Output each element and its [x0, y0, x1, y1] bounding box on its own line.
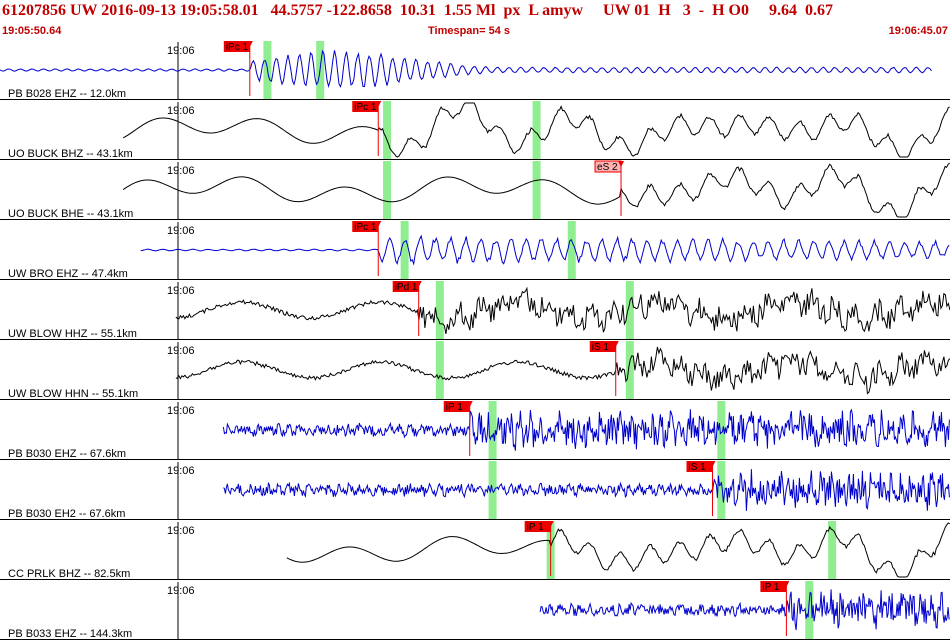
minute-tick-label: 19:06: [167, 585, 195, 597]
waveform-trace: [140, 234, 950, 266]
trace-panel[interactable]: 19:06 iP 1 CC PRLK BHZ -- 82.5km: [0, 521, 950, 580]
station-label: PB B030 EH2 -- 67.6km: [8, 508, 125, 520]
minute-tick-label: 19:06: [167, 285, 195, 297]
timespan-label: Timespan= 54 s: [428, 25, 511, 37]
pick-label: iP 1: [527, 522, 544, 533]
trace-panel[interactable]: 19:06 iPc 1 UW BRO EHZ -- 47.4km: [0, 221, 950, 280]
trace-panel[interactable]: 19:06 iS 1 PB B030 EH2 -- 67.6km: [0, 461, 950, 520]
minute-tick-label: 19:06: [167, 105, 195, 117]
pick-marker-top: [783, 581, 790, 587]
trace-panel[interactable]: 19:06 iPc 1 UO BUCK BHZ -- 43.1km: [0, 101, 950, 160]
analysis-window-band: [532, 101, 541, 159]
pick-flag[interactable]: [352, 221, 379, 232]
pick-marker-top: [375, 101, 382, 107]
analysis-window-band: [435, 341, 444, 399]
analysis-window-band: [717, 461, 726, 519]
station-label: UW BLOW HHZ -- 55.1km: [8, 328, 137, 340]
pick-flag[interactable]: [686, 461, 713, 472]
minute-tick-label: 19:06: [167, 45, 195, 57]
trace-panel[interactable]: 19:06 eS 2 UO BUCK BHE -- 43.1km: [0, 160, 950, 220]
waveform-trace: [0, 49, 932, 89]
pick-flag[interactable]: [589, 341, 616, 352]
pick-marker-top: [709, 461, 716, 467]
analysis-window-band: [717, 401, 726, 459]
station-label: PB B033 EHZ -- 144.3km: [8, 628, 132, 640]
pick-label: eS 2: [597, 162, 618, 173]
pick-label: iP 1: [762, 582, 779, 593]
pick-label: iPc 1: [354, 222, 377, 233]
trace-panel[interactable]: 19:06 iP 1 PB B030 EHZ -- 67.6km: [0, 401, 950, 460]
waveform-trace: [222, 408, 950, 451]
analysis-window-band: [828, 521, 837, 579]
minute-tick-label: 19:06: [167, 345, 195, 357]
analysis-window-band: [488, 401, 497, 459]
analysis-window-band: [625, 281, 634, 339]
waveform-trace: [539, 589, 950, 631]
analysis-window-band: [625, 341, 634, 399]
pick-marker-top: [547, 521, 554, 527]
seismogram-panels[interactable]: 19:06 iPc 1 PB B028 EHZ -- 12.0km 19:06 iPc …: [0, 40, 950, 640]
station-label: PB B028 EHZ -- 12.0km: [8, 88, 126, 100]
pick-label: iP 1: [446, 402, 463, 413]
pick-marker-top: [375, 221, 382, 227]
waveform-trace: [122, 162, 950, 218]
minute-tick-label: 19:06: [167, 225, 195, 237]
waveform-trace: [175, 346, 950, 395]
pick-flag[interactable]: [223, 41, 250, 52]
analysis-window-band: [383, 101, 392, 159]
event-summary: 61207856 UW 2016-09-13 19:05:58.01 44.57…: [2, 2, 833, 19]
pick-label: iS 1: [689, 462, 707, 473]
minute-tick-label: 19:06: [167, 465, 195, 477]
waveform-trace: [122, 102, 950, 158]
minute-tick-label: 19:06: [167, 525, 195, 537]
pick-marker-top: [466, 401, 473, 407]
analysis-window-band: [435, 281, 444, 339]
trace-panel[interactable]: 19:06 iP 1 PB B033 EHZ -- 144.3km: [0, 581, 950, 640]
minute-tick-label: 19:06: [167, 165, 195, 177]
event-header: 61207856 UW 2016-09-13 19:05:58.01 44.57…: [0, 0, 950, 40]
analysis-window-band: [805, 581, 814, 639]
pick-flag[interactable]: [392, 281, 419, 292]
station-label: CC PRLK BHZ -- 82.5km: [8, 568, 130, 580]
station-label: UW BLOW HHN -- 55.1km: [8, 388, 138, 400]
end-time: 19:06:45.07: [888, 25, 948, 37]
pick-flag[interactable]: [443, 401, 470, 412]
pick-marker-top: [612, 341, 619, 347]
start-time: 19:05:50.64: [2, 25, 62, 37]
pick-label: iPd 1: [395, 282, 418, 293]
station-label: UW BRO EHZ -- 47.4km: [8, 268, 128, 280]
trace-panel[interactable]: 19:06 iPc 1 PB B028 EHZ -- 12.0km: [0, 41, 950, 100]
pick-flag[interactable]: [760, 581, 787, 592]
waveform-trace: [286, 522, 950, 578]
pick-marker-top: [415, 281, 422, 287]
pick-flag[interactable]: [524, 521, 551, 532]
waveform-trace: [223, 469, 950, 511]
analysis-window-band: [400, 221, 409, 279]
pick-label: iPc 1: [354, 102, 377, 113]
station-label: PB B030 EHZ -- 67.6km: [8, 448, 126, 460]
waveform-trace: [175, 286, 950, 334]
station-label: UO BUCK BHZ -- 43.1km: [8, 148, 133, 160]
pick-label: iPc 1: [226, 42, 249, 53]
analysis-window-band: [383, 161, 392, 219]
pick-marker-top: [618, 161, 625, 167]
analysis-window-band: [567, 221, 576, 279]
minute-tick-label: 19:06: [167, 405, 195, 417]
trace-panel[interactable]: 19:06 iPd 1 UW BLOW HHZ -- 55.1km: [0, 281, 950, 340]
pick-flag[interactable]: [352, 101, 379, 112]
pick-label: iS 1: [592, 342, 610, 353]
trace-panel[interactable]: 19:06 iS 1 UW BLOW HHN -- 55.1km: [0, 341, 950, 400]
station-label: UO BUCK BHE -- 43.1km: [8, 208, 133, 220]
analysis-window-band: [532, 161, 541, 219]
pick-marker-top: [246, 41, 253, 47]
